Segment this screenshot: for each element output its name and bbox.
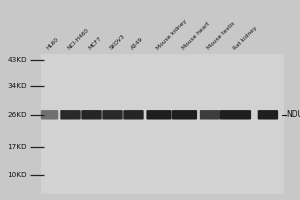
FancyBboxPatch shape xyxy=(200,110,220,120)
FancyBboxPatch shape xyxy=(220,110,251,120)
FancyBboxPatch shape xyxy=(172,110,197,120)
Bar xyxy=(40,54,284,194)
Text: Mouse heart: Mouse heart xyxy=(181,21,211,51)
FancyBboxPatch shape xyxy=(123,110,144,120)
Text: 17KD: 17KD xyxy=(8,144,27,150)
Text: 34KD: 34KD xyxy=(8,83,27,89)
Text: Rat kidney: Rat kidney xyxy=(232,25,258,51)
FancyBboxPatch shape xyxy=(102,110,123,120)
FancyBboxPatch shape xyxy=(41,110,58,120)
Text: SKOV3: SKOV3 xyxy=(109,34,126,51)
FancyBboxPatch shape xyxy=(81,110,102,120)
Text: NCI-H460: NCI-H460 xyxy=(67,28,90,51)
Text: Mouse kidney: Mouse kidney xyxy=(155,19,188,51)
Text: NDUFV2: NDUFV2 xyxy=(286,110,300,119)
Text: 43KD: 43KD xyxy=(8,57,27,63)
Text: 10KD: 10KD xyxy=(8,172,27,178)
Text: HL60: HL60 xyxy=(46,37,60,51)
Text: 26KD: 26KD xyxy=(8,112,27,118)
Text: Mouse testis: Mouse testis xyxy=(206,21,236,51)
FancyBboxPatch shape xyxy=(60,110,81,120)
Text: MCF7: MCF7 xyxy=(88,36,103,51)
FancyBboxPatch shape xyxy=(258,110,278,120)
Text: A549: A549 xyxy=(130,37,144,51)
FancyBboxPatch shape xyxy=(146,110,172,120)
